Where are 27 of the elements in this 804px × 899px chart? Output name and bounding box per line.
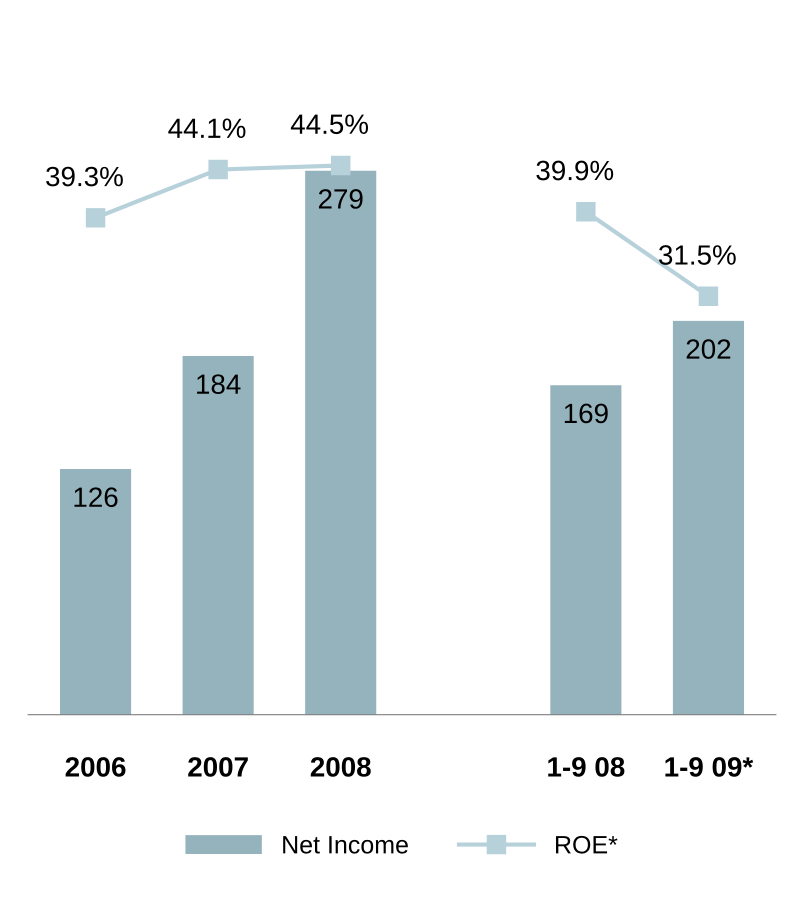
- legend-label: Net Income: [283, 836, 408, 854]
- bar: [182, 356, 254, 715]
- x-tick-label: 2006: [66, 757, 126, 777]
- data-label: 279: [318, 189, 363, 209]
- point: [698, 286, 718, 306]
- bar: [305, 170, 376, 715]
- x-tick-label: 2007: [188, 757, 248, 777]
- legend-label: ROE*: [556, 836, 618, 854]
- bar: [550, 385, 622, 715]
- x-tick-label: 2008: [310, 757, 371, 777]
- x-tick-label: 1-9 08: [548, 757, 624, 777]
- data-label: 126: [74, 487, 118, 508]
- data-label: 184: [197, 374, 240, 394]
- data-label: 44.1%: [168, 118, 246, 138]
- data-label: 202: [686, 339, 730, 359]
- point: [208, 160, 228, 180]
- x-tick-label: 1-9 09*: [665, 757, 754, 777]
- bar: [672, 320, 744, 715]
- bar: [60, 469, 132, 715]
- point: [576, 202, 596, 222]
- data-label: 31.5%: [659, 245, 736, 265]
- data-label: 39.3%: [46, 166, 123, 186]
- data-label: 169: [564, 404, 608, 424]
- point: [86, 208, 106, 228]
- data-label: 39.9%: [536, 160, 614, 180]
- point: [330, 156, 350, 176]
- data-label: 44.5%: [290, 114, 368, 134]
